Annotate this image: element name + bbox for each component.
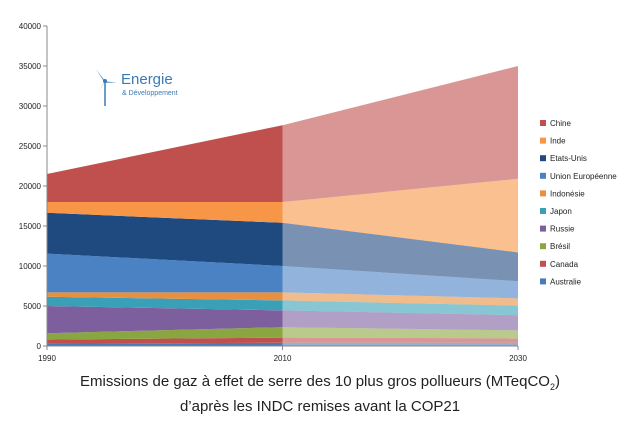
y-tick-label: 35000 xyxy=(19,62,42,71)
x-tick-label: 2010 xyxy=(274,354,292,363)
area-japon-projection xyxy=(282,300,518,316)
legend-swatch-indonesie xyxy=(540,190,546,197)
legend-swatch-bresil xyxy=(540,243,546,250)
y-tick-label: 40000 xyxy=(19,22,42,31)
legend-label-inde: Inde xyxy=(550,137,566,146)
area-japon-historical xyxy=(47,296,283,311)
y-tick-label: 15000 xyxy=(19,222,42,231)
area-bresil-historical xyxy=(47,327,283,340)
legend-swatch-chine xyxy=(540,120,546,126)
legend-label-canada: Canada xyxy=(550,260,579,269)
legend-swatch-inde xyxy=(540,137,546,144)
chart-axes: 0 5000 10000 15000 20000 25000 30000 35000 40000… xyxy=(19,22,528,363)
legend-swatch-russie xyxy=(540,225,546,232)
y-tick-label: 5000 xyxy=(23,302,41,311)
legend-swatch-australie xyxy=(540,278,546,285)
chart-areas xyxy=(47,66,518,346)
x-tick-label: 1990 xyxy=(38,354,56,363)
area-australie-projection xyxy=(282,342,518,346)
legend-label-etats-unis: Etats-Unis xyxy=(550,154,587,163)
wind-turbine-icon xyxy=(96,69,117,106)
area-etats-unis-historical xyxy=(47,212,283,266)
y-tick-label: 0 xyxy=(37,342,42,351)
legend-label-australie: Australie xyxy=(550,277,582,286)
caption-line-1: Emissions de gaz à effet de serre des 10… xyxy=(80,373,560,392)
legend-label-russie: Russie xyxy=(550,225,575,234)
legend-swatch-canada xyxy=(540,260,546,267)
area-inde-historical xyxy=(47,202,283,223)
legend-label-indonesie: Indonésie xyxy=(550,189,585,198)
legend-swatch-union-europeenne xyxy=(540,172,546,179)
area-union-europeenne-historical xyxy=(47,253,283,293)
area-russie-projection xyxy=(282,310,518,331)
legend-label-union-europeenne: Union Européenne xyxy=(550,172,617,181)
area-union-europeenne-projection xyxy=(282,266,518,299)
area-russie-historical xyxy=(47,306,283,334)
area-bresil-projection xyxy=(282,327,518,339)
energie-developpement-logo: Energie & Développement xyxy=(92,66,202,110)
caption-line-2: d’après les INDC remises avant la COP21 xyxy=(179,398,461,415)
chart-caption: Emissions de gaz à effet de serre des 10… xyxy=(0,372,640,416)
area-chine-historical xyxy=(47,125,283,202)
y-tick-label: 10000 xyxy=(19,262,42,271)
area-australie-historical xyxy=(47,342,283,346)
area-indonesie-projection xyxy=(282,292,518,306)
logo-title: Energie xyxy=(121,71,173,88)
x-tick-label: 2030 xyxy=(509,354,527,363)
area-etats-unis-projection xyxy=(282,222,518,282)
chart-legend: Chine Inde Etats-Unis Union Européenne Indon… xyxy=(540,119,617,286)
legend-label-japon: Japon xyxy=(550,207,572,216)
area-chine-projection xyxy=(282,66,518,202)
legend-swatch-japon xyxy=(540,208,546,214)
legend-swatch-etats-unis xyxy=(540,155,546,162)
y-tick-label: 25000 xyxy=(19,142,42,151)
y-tick-label: 20000 xyxy=(19,182,42,191)
area-inde-projection xyxy=(282,178,518,253)
area-canada-projection xyxy=(282,337,518,343)
logo-subtitle: & Développement xyxy=(122,90,178,97)
legend-label-bresil: Brésil xyxy=(550,242,570,251)
legend-label-chine: Chine xyxy=(550,119,571,128)
area-indonesie-historical xyxy=(47,292,283,301)
y-tick-label: 30000 xyxy=(19,102,42,111)
